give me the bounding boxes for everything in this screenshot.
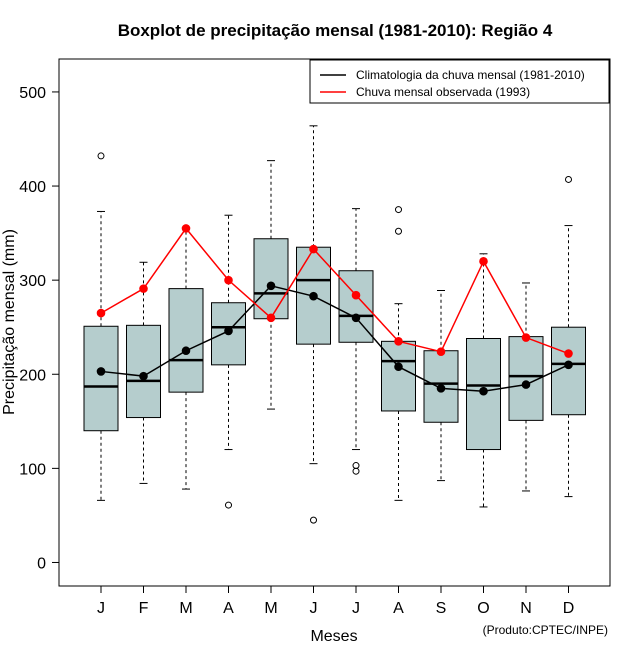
y-tick-label: 300 (19, 273, 46, 290)
y-axis: 0 100 200 300 400 500 (19, 85, 59, 572)
box-12 (551, 175, 586, 498)
observed-point (309, 244, 318, 254)
credit-text: (Produto:CPTEC/INPE) (483, 623, 608, 637)
climatology-point (436, 384, 446, 393)
outlier-point (352, 462, 360, 470)
observed-point (266, 313, 276, 323)
climatology-point (521, 380, 531, 389)
observed-point (351, 290, 361, 300)
x-tick-label: M (264, 600, 277, 617)
box-10 (466, 253, 501, 508)
climatology-point (96, 367, 106, 376)
climatology-point (564, 360, 573, 370)
climatology-point (351, 313, 361, 323)
x-tick-label: N (520, 600, 532, 617)
iqr-box (83, 325, 119, 432)
y-tick-label: 0 (37, 555, 46, 572)
observed-point (139, 284, 148, 293)
observed-point (181, 224, 191, 233)
iqr-box (253, 238, 289, 320)
climatology-point (479, 386, 488, 396)
y-tick-label: 100 (19, 461, 46, 478)
x-tick-label: A (223, 600, 234, 617)
x-tick-label: F (139, 600, 149, 617)
iqr-box (381, 340, 416, 412)
observed-point (394, 337, 403, 346)
observed-point (224, 275, 233, 285)
y-axis-label: Precipitação mensal (mm) (1, 229, 18, 415)
observed-point (564, 349, 573, 358)
outlier-point (395, 227, 402, 235)
y-tick-label: 200 (19, 367, 46, 384)
outlier-point (565, 175, 572, 183)
legend: Climatologia da chuva mensal (1981-2010)… (309, 59, 610, 104)
x-tick-label: A (393, 600, 404, 617)
outlier-point (225, 501, 232, 509)
box-5 (253, 160, 289, 410)
climatology-point (139, 371, 148, 381)
observed-point (521, 333, 531, 342)
outlier-point (97, 152, 105, 160)
x-tick-label: J (97, 600, 105, 617)
outlier-point (352, 467, 360, 475)
y-tick-label: 500 (19, 85, 46, 102)
iqr-box (508, 336, 544, 421)
climatology-line (100, 284, 569, 392)
legend-label-observed: Chuva mensal observada (1993) (356, 85, 530, 99)
box-7 (338, 208, 374, 475)
climatology-point (394, 362, 403, 372)
observed-point (96, 308, 106, 318)
box-3 (168, 226, 204, 490)
legend-box (309, 59, 610, 104)
observed-line (100, 227, 569, 355)
x-tick-label: D (563, 600, 575, 617)
x-tick-label: S (436, 600, 447, 617)
climatology-point (181, 346, 191, 356)
plot-frame (58, 58, 611, 587)
observed-point (436, 347, 446, 356)
iqr-box (168, 288, 204, 393)
iqr-box (126, 324, 161, 419)
x-tick-label: O (477, 600, 489, 617)
y-tick-label: 400 (19, 179, 46, 196)
outlier-point (310, 516, 317, 524)
outlier-point (395, 206, 402, 214)
x-tick-label: M (179, 600, 192, 617)
box-4 (211, 214, 246, 509)
box-11 (508, 282, 544, 492)
chart-title: Boxplot de precipitação mensal (1981-201… (118, 21, 553, 40)
box-2 (126, 261, 161, 484)
iqr-box (551, 326, 586, 416)
x-tick-label: J (310, 600, 318, 617)
box-1 (83, 152, 119, 501)
observed-point (479, 257, 488, 266)
boxes-group (83, 125, 586, 524)
legend-label-climatology: Climatologia da chuva mensal (1981-2010) (356, 68, 585, 82)
climatology-point (309, 291, 318, 301)
box-6 (296, 125, 331, 524)
climatology-point (224, 326, 233, 336)
x-tick-label: J (352, 600, 360, 617)
series-lines-group (96, 224, 573, 396)
climatology-point (266, 281, 276, 291)
x-axis-label: Meses (310, 628, 357, 645)
